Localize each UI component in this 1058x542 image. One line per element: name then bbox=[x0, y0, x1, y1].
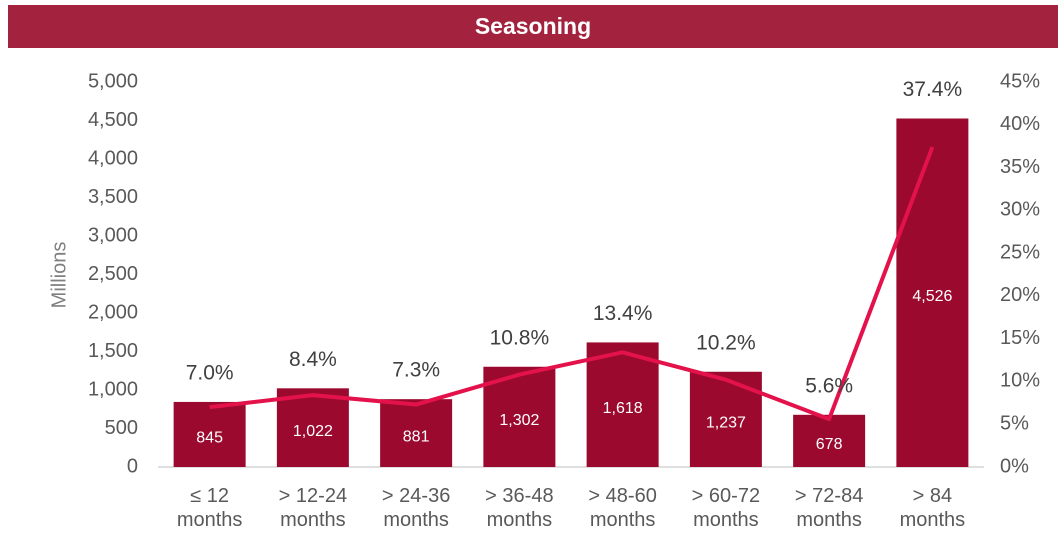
x-tick-label: > 72-84 months bbox=[794, 485, 864, 531]
y2-tick-label: 30% bbox=[1000, 199, 1040, 221]
bar bbox=[173, 401, 246, 467]
x-tick-label: > 84 months bbox=[899, 485, 966, 531]
x-tick-label: ≤ 12 months bbox=[176, 485, 243, 531]
bar bbox=[896, 118, 969, 468]
x-tick-label: > 48-60 months bbox=[588, 485, 657, 531]
chart-title: Seasoning bbox=[8, 5, 1058, 48]
line-value-label: 7.3% bbox=[392, 359, 440, 382]
y2-tick-label: 45% bbox=[1000, 70, 1040, 92]
x-tick-label: > 24-36 months bbox=[381, 485, 451, 531]
line-value-label: 37.4% bbox=[903, 78, 963, 101]
y-tick-label: 4,000 bbox=[88, 147, 138, 169]
bar-value-label: 881 bbox=[403, 428, 430, 445]
y2-tick-label: 5% bbox=[1000, 413, 1029, 435]
bar-value-label: 4,526 bbox=[912, 288, 952, 305]
y-tick-label: 2,500 bbox=[88, 263, 138, 285]
line-value-label: 5.6% bbox=[805, 374, 853, 397]
x-tick-label: > 36-48 months bbox=[485, 485, 554, 531]
y2-tick-label: 25% bbox=[1000, 241, 1040, 263]
y2-tick-label: 20% bbox=[1000, 284, 1040, 306]
line-value-label: 7.0% bbox=[186, 361, 234, 384]
line bbox=[209, 146, 935, 422]
bar bbox=[380, 399, 453, 467]
bar bbox=[586, 342, 659, 467]
y-tick-label: 2,000 bbox=[88, 301, 138, 323]
bar bbox=[276, 388, 349, 467]
line-value-label: 8.4% bbox=[289, 348, 337, 371]
y-tick-label: 5,000 bbox=[88, 70, 138, 92]
x-tick-label: > 60-72 months bbox=[691, 485, 761, 531]
y2-tick-label: 40% bbox=[1000, 113, 1040, 135]
line-value-label: 10.8% bbox=[490, 326, 550, 349]
bar-value-label: 1,302 bbox=[499, 412, 539, 429]
y2-tick-label: 15% bbox=[1000, 327, 1040, 349]
line-value-label: 13.4% bbox=[593, 302, 653, 325]
y-axis-label: Millions bbox=[48, 242, 70, 309]
bar-value-label: 845 bbox=[196, 430, 223, 447]
y2-tick-label: 0% bbox=[1000, 455, 1029, 477]
bar-value-label: 678 bbox=[816, 436, 843, 453]
y-tick-label: 1,000 bbox=[88, 378, 138, 400]
y-tick-label: 3,000 bbox=[88, 224, 138, 246]
y-tick-label: 3,500 bbox=[88, 186, 138, 208]
y2-tick-label: 35% bbox=[1000, 156, 1040, 178]
y-tick-label: 0 bbox=[127, 455, 138, 477]
bar-value-label: 1,237 bbox=[706, 415, 746, 432]
bar-value-label: 1,022 bbox=[293, 423, 333, 440]
y2-tick-label: 10% bbox=[1000, 370, 1040, 392]
y-tick-label: 4,500 bbox=[88, 109, 138, 131]
y-tick-label: 1,500 bbox=[88, 340, 138, 362]
y-tick-label: 500 bbox=[105, 417, 138, 439]
x-tick-label: > 12-24 months bbox=[278, 485, 348, 531]
bar-value-label: 1,618 bbox=[603, 400, 643, 417]
line-value-label: 10.2% bbox=[696, 331, 756, 354]
bar bbox=[793, 414, 866, 467]
